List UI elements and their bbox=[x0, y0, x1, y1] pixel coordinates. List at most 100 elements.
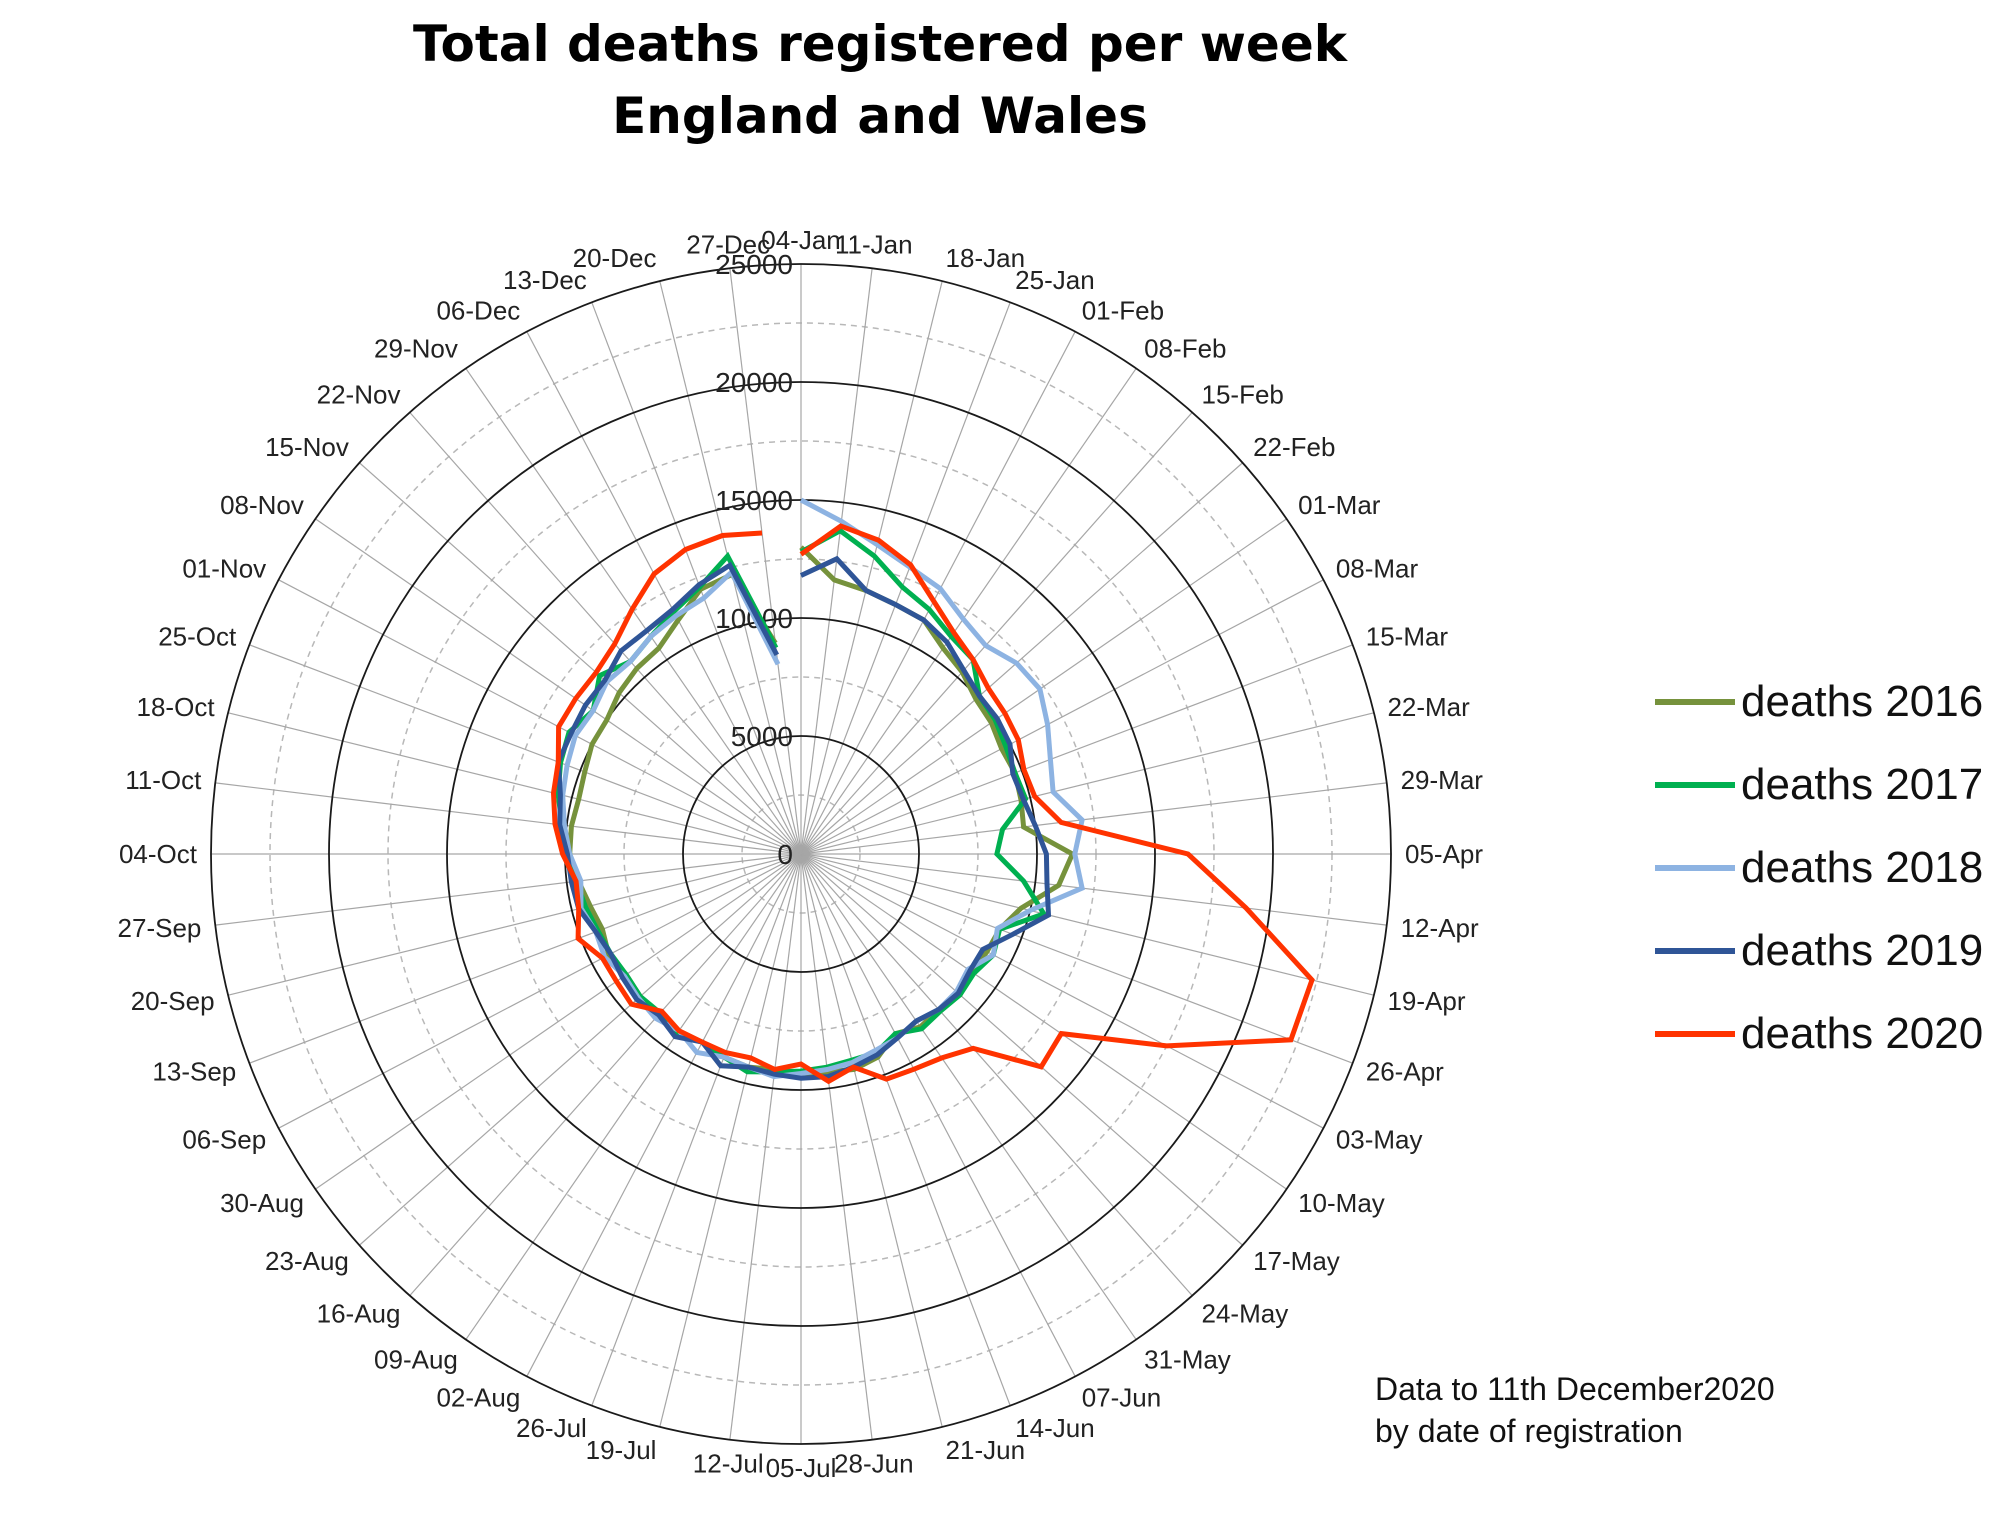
data-note-line-1: Data to 11th December2020 bbox=[1375, 1371, 1775, 1407]
spoke bbox=[800, 853, 873, 1440]
spoke-label: 09-Aug bbox=[374, 1344, 458, 1374]
spoke bbox=[800, 853, 1287, 1190]
spoke-label: 05-Jul bbox=[766, 1453, 837, 1483]
spoke bbox=[800, 281, 943, 855]
series-line-3 bbox=[560, 497, 1085, 1080]
data-note: Data to 11th December2020 by date of reg… bbox=[1375, 1368, 1775, 1452]
spoke bbox=[358, 853, 802, 1246]
spoke-label: 19-Jul bbox=[586, 1435, 657, 1465]
radial-tick-label: 0 bbox=[777, 839, 793, 870]
spoke-label: 18-Oct bbox=[137, 692, 216, 722]
spoke-label: 08-Nov bbox=[220, 490, 304, 520]
spoke-label: 26-Apr bbox=[1366, 1057, 1444, 1087]
spoke bbox=[249, 644, 802, 855]
series-lines bbox=[550, 497, 1315, 1085]
spoke bbox=[409, 853, 802, 1297]
legend-label: deaths 2020 bbox=[1741, 1008, 1984, 1058]
spoke bbox=[526, 853, 802, 1377]
spoke bbox=[800, 853, 1324, 1129]
spoke bbox=[800, 853, 1193, 1297]
spoke bbox=[278, 579, 802, 855]
spoke-label: 10-May bbox=[1298, 1188, 1385, 1218]
spoke-label: 15-Feb bbox=[1202, 379, 1284, 409]
legend-swatch bbox=[1655, 781, 1735, 788]
spoke bbox=[800, 579, 1324, 855]
legend-swatch bbox=[1655, 698, 1735, 705]
spoke-label: 13-Dec bbox=[503, 265, 587, 295]
legend: deaths 2016 deaths 2017 deaths 2018 deaths … bbox=[1655, 660, 1983, 1075]
spoke bbox=[800, 853, 1387, 926]
spoke bbox=[228, 712, 802, 855]
spoke-label: 31-May bbox=[1144, 1344, 1231, 1374]
spoke-label: 15-Nov bbox=[265, 432, 349, 462]
legend-item: deaths 2020 bbox=[1655, 992, 1983, 1075]
spoke bbox=[800, 853, 1244, 1246]
spoke bbox=[278, 853, 802, 1129]
legend-swatch bbox=[1655, 864, 1735, 871]
radial-tick-label: 25000 bbox=[715, 249, 793, 280]
spoke-label: 26-Jul bbox=[516, 1413, 587, 1443]
spoke bbox=[800, 853, 943, 1427]
spoke-label: 01-Feb bbox=[1082, 295, 1164, 325]
spoke-label: 11-Oct bbox=[125, 765, 202, 795]
spoke bbox=[800, 782, 1387, 855]
spoke-label: 01-Mar bbox=[1298, 490, 1381, 520]
spoke-label: 14-Jun bbox=[1015, 1413, 1095, 1443]
spoke-label: 16-Aug bbox=[317, 1299, 401, 1329]
spoke-label: 19-Apr bbox=[1387, 986, 1465, 1016]
spoke-label: 20-Dec bbox=[573, 243, 657, 273]
spoke-label: 23-Aug bbox=[265, 1246, 349, 1276]
major-ring bbox=[210, 263, 1392, 1445]
spoke bbox=[800, 518, 1287, 855]
spoke bbox=[215, 782, 802, 855]
spoke bbox=[800, 331, 1076, 855]
legend-swatch bbox=[1655, 947, 1735, 954]
spoke bbox=[526, 331, 802, 855]
spoke bbox=[800, 853, 1353, 1064]
spoke-label: 27-Sep bbox=[118, 913, 202, 943]
spoke-label: 21-Jun bbox=[946, 1435, 1026, 1465]
series-line-4 bbox=[555, 555, 1052, 1081]
spoke-label: 18-Jan bbox=[946, 243, 1026, 273]
spoke-label: 02-Aug bbox=[436, 1383, 520, 1413]
spoke-label: 04-Jan bbox=[761, 225, 841, 255]
chart-title: Total deaths registered per week bbox=[413, 15, 1347, 73]
spoke bbox=[228, 853, 802, 996]
spoke-label: 28-Jun bbox=[834, 1449, 914, 1479]
spoke bbox=[358, 462, 802, 855]
legend-swatch bbox=[1655, 1030, 1735, 1037]
spoke-label: 01-Nov bbox=[182, 554, 266, 584]
spoke bbox=[800, 853, 1374, 996]
spoke-label: 25-Jan bbox=[1015, 265, 1095, 295]
data-note-line-2: by date of registration bbox=[1375, 1413, 1683, 1449]
spoke-label: 29-Mar bbox=[1401, 765, 1484, 795]
legend-label: deaths 2019 bbox=[1741, 925, 1984, 975]
spoke bbox=[315, 853, 802, 1190]
spoke-label: 05-Apr bbox=[1405, 839, 1483, 869]
spoke bbox=[800, 411, 1193, 855]
spoke-label: 08-Feb bbox=[1144, 334, 1226, 364]
spoke bbox=[800, 644, 1353, 855]
spoke bbox=[591, 853, 802, 1406]
spoke-label: 22-Mar bbox=[1387, 692, 1470, 722]
spoke bbox=[729, 853, 802, 1440]
spoke bbox=[315, 518, 802, 855]
spoke-label: 04-Oct bbox=[119, 839, 198, 869]
spoke-label: 29-Nov bbox=[374, 334, 458, 364]
spoke-label: 30-Aug bbox=[220, 1188, 304, 1218]
legend-label: deaths 2017 bbox=[1741, 759, 1984, 809]
spoke-label: 12-Apr bbox=[1401, 913, 1479, 943]
spoke bbox=[591, 302, 802, 855]
spoke-label: 27-Dec bbox=[686, 229, 770, 259]
legend-item: deaths 2019 bbox=[1655, 909, 1983, 992]
spoke bbox=[800, 853, 1076, 1377]
spoke bbox=[800, 302, 1011, 855]
legend-item: deaths 2018 bbox=[1655, 826, 1983, 909]
radar-grid bbox=[210, 263, 1392, 1445]
spoke bbox=[800, 853, 1011, 1406]
legend-label: deaths 2018 bbox=[1741, 842, 1984, 892]
legend-item: deaths 2016 bbox=[1655, 660, 1983, 743]
